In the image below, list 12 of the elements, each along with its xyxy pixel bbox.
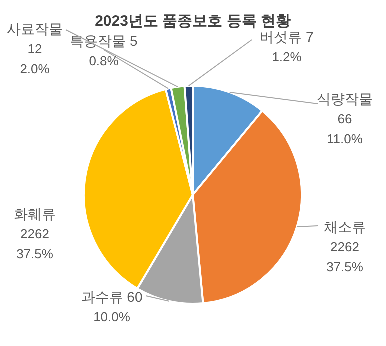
slice-label: 식량작물 [317,90,373,107]
slice-label: 화훼류 [14,206,56,222]
slice-label: 특용작물 5 0.8% [70,32,138,69]
data-label: 66 11.0% [327,112,364,147]
slice-label: 채소류 [324,218,366,235]
chart-title: 2023년도 품종보호 등록 현황 [95,13,291,30]
slice-label: 사료작물 [7,20,63,37]
slice-label: 버섯류 7 1.2% [260,28,314,65]
data-label: 2262 37.5% [326,240,364,275]
slice-label: 과수류 60 10.0% [81,288,143,325]
data-label: 2262 37.5% [16,226,54,262]
data-label: 12 2.0% [20,42,50,77]
